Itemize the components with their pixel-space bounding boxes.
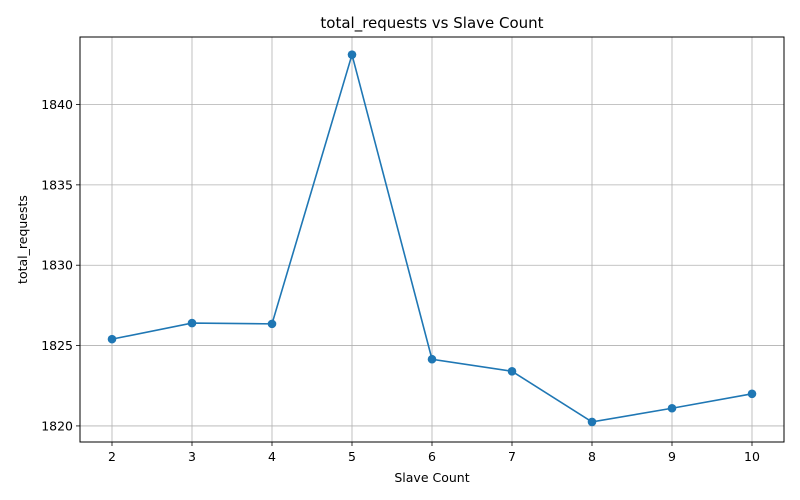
x-tick-label: 7	[508, 449, 516, 464]
x-tick-label: 6	[428, 449, 436, 464]
y-tick-label: 1820	[41, 418, 73, 433]
x-tick-label: 8	[588, 449, 596, 464]
x-tick-label: 3	[188, 449, 196, 464]
data-point	[107, 334, 117, 344]
y-axis: 1820 1825 1830 1835 1840	[41, 97, 80, 433]
data-point	[587, 417, 597, 427]
x-tick-label: 10	[744, 449, 760, 464]
data-point	[347, 50, 357, 59]
data-point	[747, 389, 757, 399]
x-tick-label: 2	[108, 449, 116, 464]
x-tick-label: 5	[348, 449, 356, 464]
x-tick-label: 9	[668, 449, 676, 464]
y-tick-label: 1835	[41, 177, 73, 192]
data-point	[187, 318, 197, 328]
data-point	[267, 319, 277, 329]
x-axis-label: Slave Count	[394, 470, 469, 485]
grid	[80, 37, 784, 442]
y-tick-label: 1840	[41, 97, 73, 112]
data-point	[507, 366, 517, 376]
data-point	[667, 403, 677, 413]
data-point	[427, 354, 437, 364]
y-axis-label: total_requests	[15, 195, 30, 284]
chart-title: total_requests vs Slave Count	[320, 14, 543, 33]
y-tick-label: 1830	[41, 258, 73, 273]
x-axis: 2 3 4 5 6 7 8 9 10	[108, 442, 760, 464]
x-tick-label: 4	[268, 449, 276, 464]
series-layer	[107, 50, 757, 427]
y-tick-label: 1825	[41, 338, 73, 353]
